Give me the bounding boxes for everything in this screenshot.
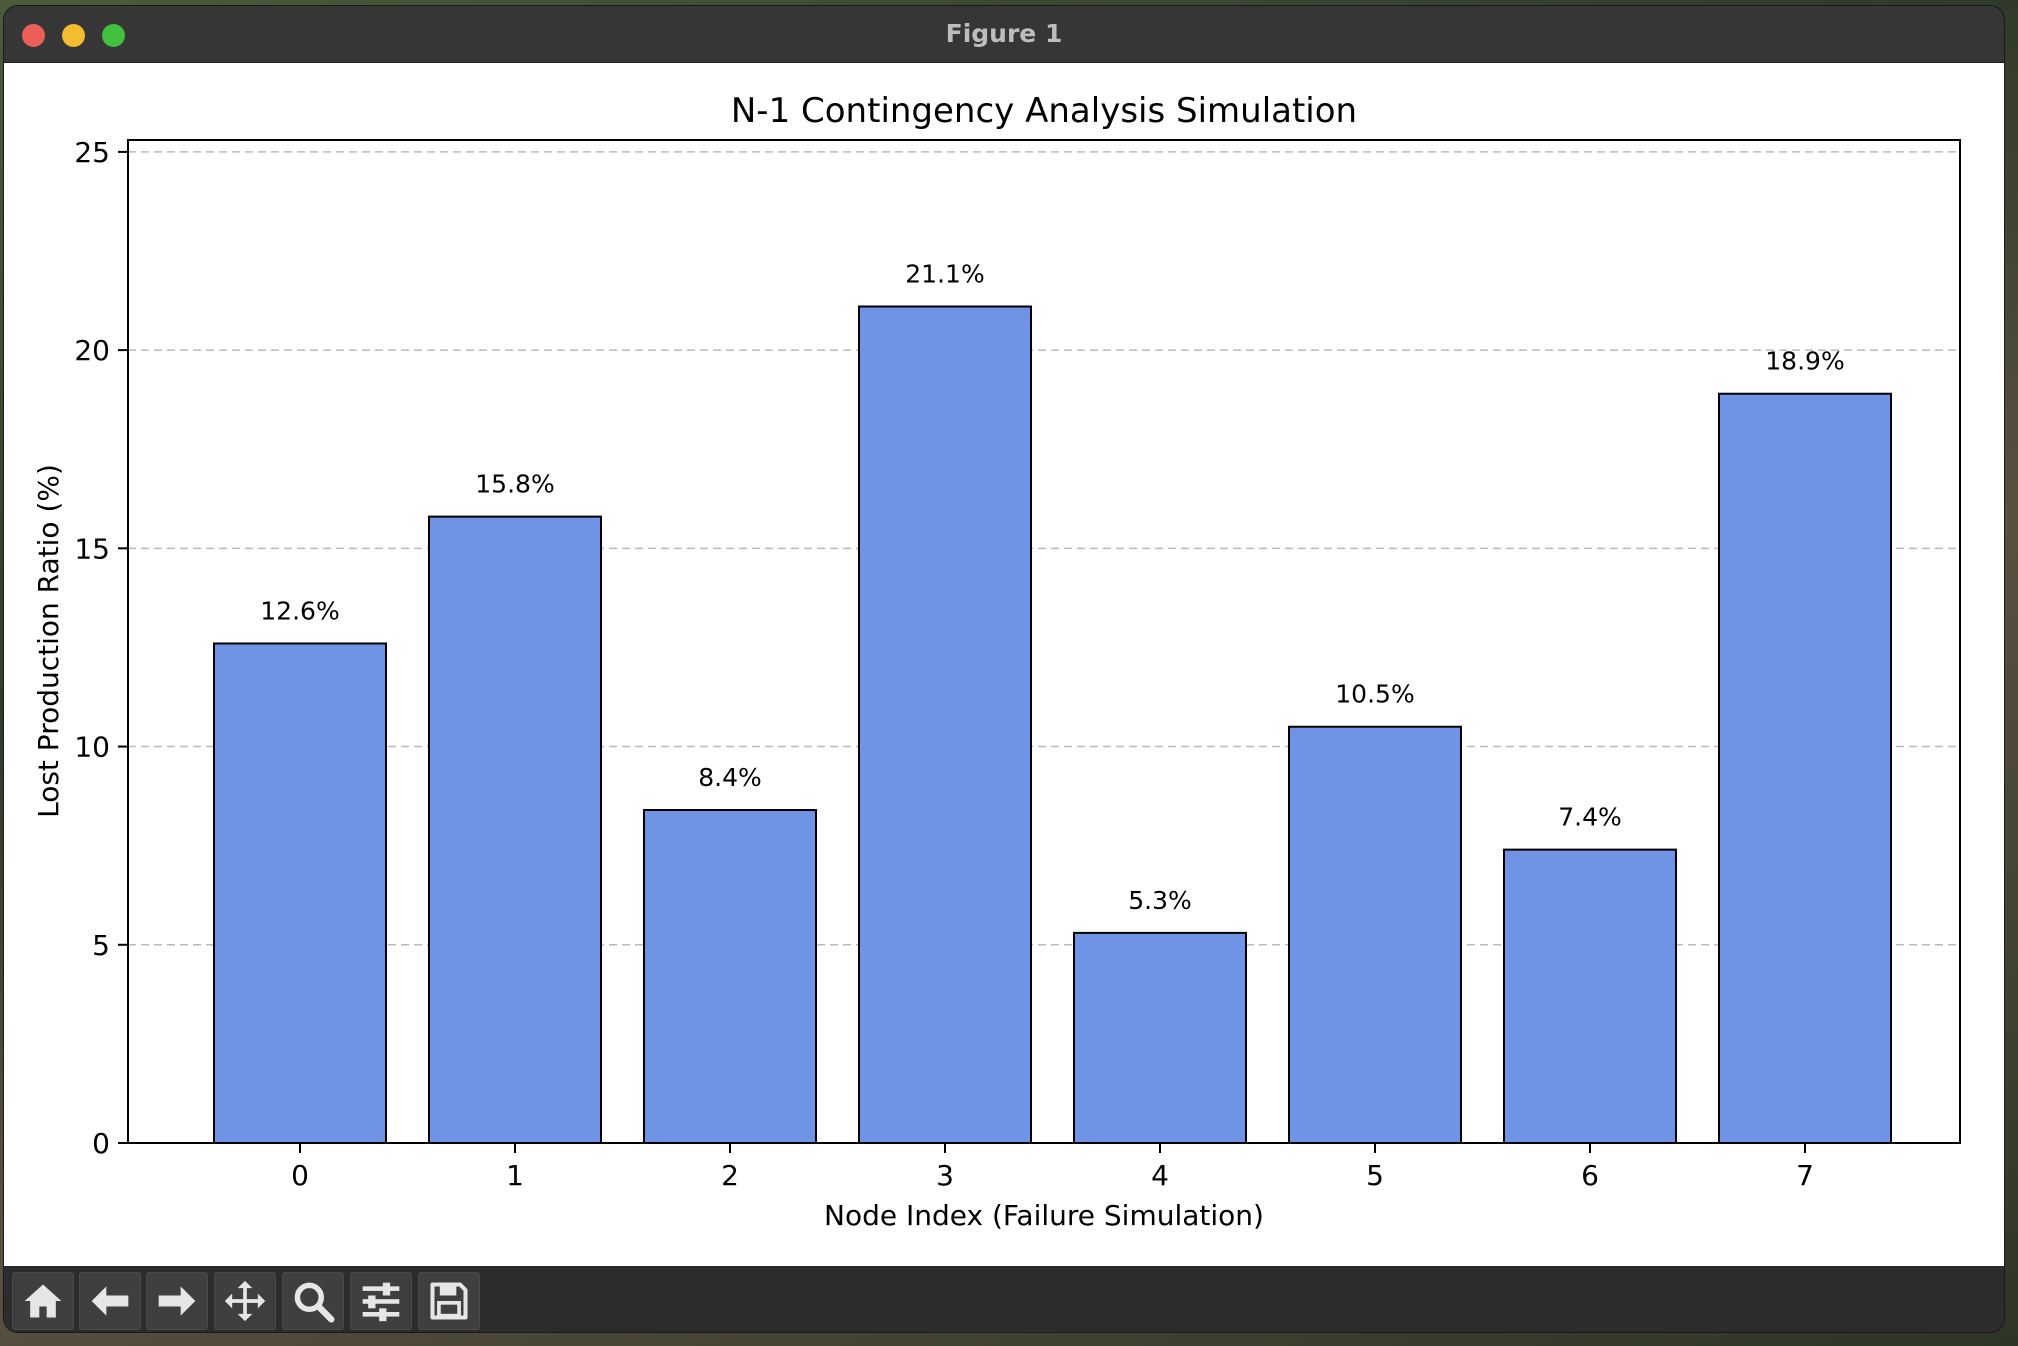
x-tick-label: 4	[1151, 1159, 1169, 1192]
x-tick-label: 3	[936, 1159, 954, 1192]
bar-value-label: 7.4%	[1558, 803, 1622, 832]
bar-value-label: 10.5%	[1335, 680, 1414, 709]
plot-toolbar	[4, 1266, 2004, 1332]
x-axis-label: Node Index (Failure Simulation)	[824, 1199, 1264, 1232]
bar-node-7	[1718, 392, 1892, 1144]
arrow-right-icon	[158, 1286, 196, 1316]
x-tick-label: 0	[291, 1159, 309, 1192]
bars	[213, 305, 1892, 1145]
close-window-button[interactable]	[22, 24, 45, 47]
pan-button[interactable]	[214, 1272, 276, 1330]
y-tick-label: 15	[74, 532, 110, 565]
forward-button[interactable]	[146, 1272, 208, 1330]
x-tick-label: 6	[1581, 1159, 1599, 1192]
sliders-icon	[362, 1282, 400, 1322]
bar-node-4	[1073, 931, 1247, 1144]
grid-lines	[128, 151, 1960, 946]
arrow-left-icon	[91, 1286, 129, 1316]
bar-value-label: 15.8%	[475, 470, 554, 499]
bar-value-label: 12.6%	[260, 596, 339, 625]
bar-node-6	[1503, 848, 1677, 1144]
home-icon	[24, 1284, 62, 1318]
bar-node-3	[858, 305, 1032, 1145]
bar-value-label: 8.4%	[698, 763, 762, 792]
bar-node-2	[643, 808, 817, 1145]
y-tick-label: 20	[74, 334, 110, 367]
chart-title: N-1 Contingency Analysis Simulation	[731, 91, 1357, 131]
bar-node-1	[428, 515, 602, 1144]
bar-node-5	[1288, 725, 1462, 1144]
y-tick-label: 0	[92, 1127, 110, 1160]
bar-value-label: 5.3%	[1128, 886, 1192, 915]
configure-subplots-button[interactable]	[350, 1272, 412, 1330]
y-axis-ticks: 0 5 10 15 20 25	[74, 136, 128, 1160]
minimize-window-button[interactable]	[62, 24, 85, 47]
y-axis-label: Lost Production Ratio (%)	[32, 464, 65, 818]
x-tick-label: 5	[1366, 1159, 1384, 1192]
x-tick-label: 7	[1796, 1159, 1814, 1192]
figure-canvas: 12.6% 15.8% 8.4% 21.1% 5.3% 10.5% 7.4% 18.9% 0 5…	[4, 63, 2004, 1266]
bar-value-labels: 12.6% 15.8% 8.4% 21.1% 5.3% 10.5% 7.4% 18.9%	[260, 260, 1844, 915]
bar-chart: 12.6% 15.8% 8.4% 21.1% 5.3% 10.5% 7.4% 18.9% 0 5…	[32, 91, 1961, 1232]
back-button[interactable]	[79, 1272, 141, 1330]
move-icon	[224, 1280, 266, 1322]
y-tick-label: 25	[74, 136, 110, 169]
x-axis-ticks: 0 1 2 3 4 5 6 7	[291, 1143, 1814, 1192]
floppy-disk-icon	[430, 1282, 468, 1320]
save-figure-button[interactable]	[418, 1272, 480, 1330]
zoom-button[interactable]	[282, 1272, 344, 1330]
y-tick-label: 5	[92, 929, 110, 962]
plot-frame	[127, 139, 1961, 1144]
maximize-window-button[interactable]	[102, 24, 125, 47]
home-button[interactable]	[12, 1272, 74, 1330]
y-tick-label: 10	[74, 731, 110, 764]
x-tick-label: 1	[506, 1159, 524, 1192]
title-bar: Figure 1	[4, 6, 2004, 63]
x-tick-label: 2	[721, 1159, 739, 1192]
figure-window: Figure 1 12.6% 15.8% 8.4% 21.1% 5.3% 10.5% 7.4…	[4, 6, 2004, 1332]
magnifier-icon	[294, 1282, 335, 1323]
bar-node-0	[213, 642, 387, 1145]
window-title: Figure 1	[945, 19, 1063, 48]
bar-value-label: 21.1%	[905, 260, 984, 289]
bar-value-label: 18.9%	[1765, 347, 1844, 376]
